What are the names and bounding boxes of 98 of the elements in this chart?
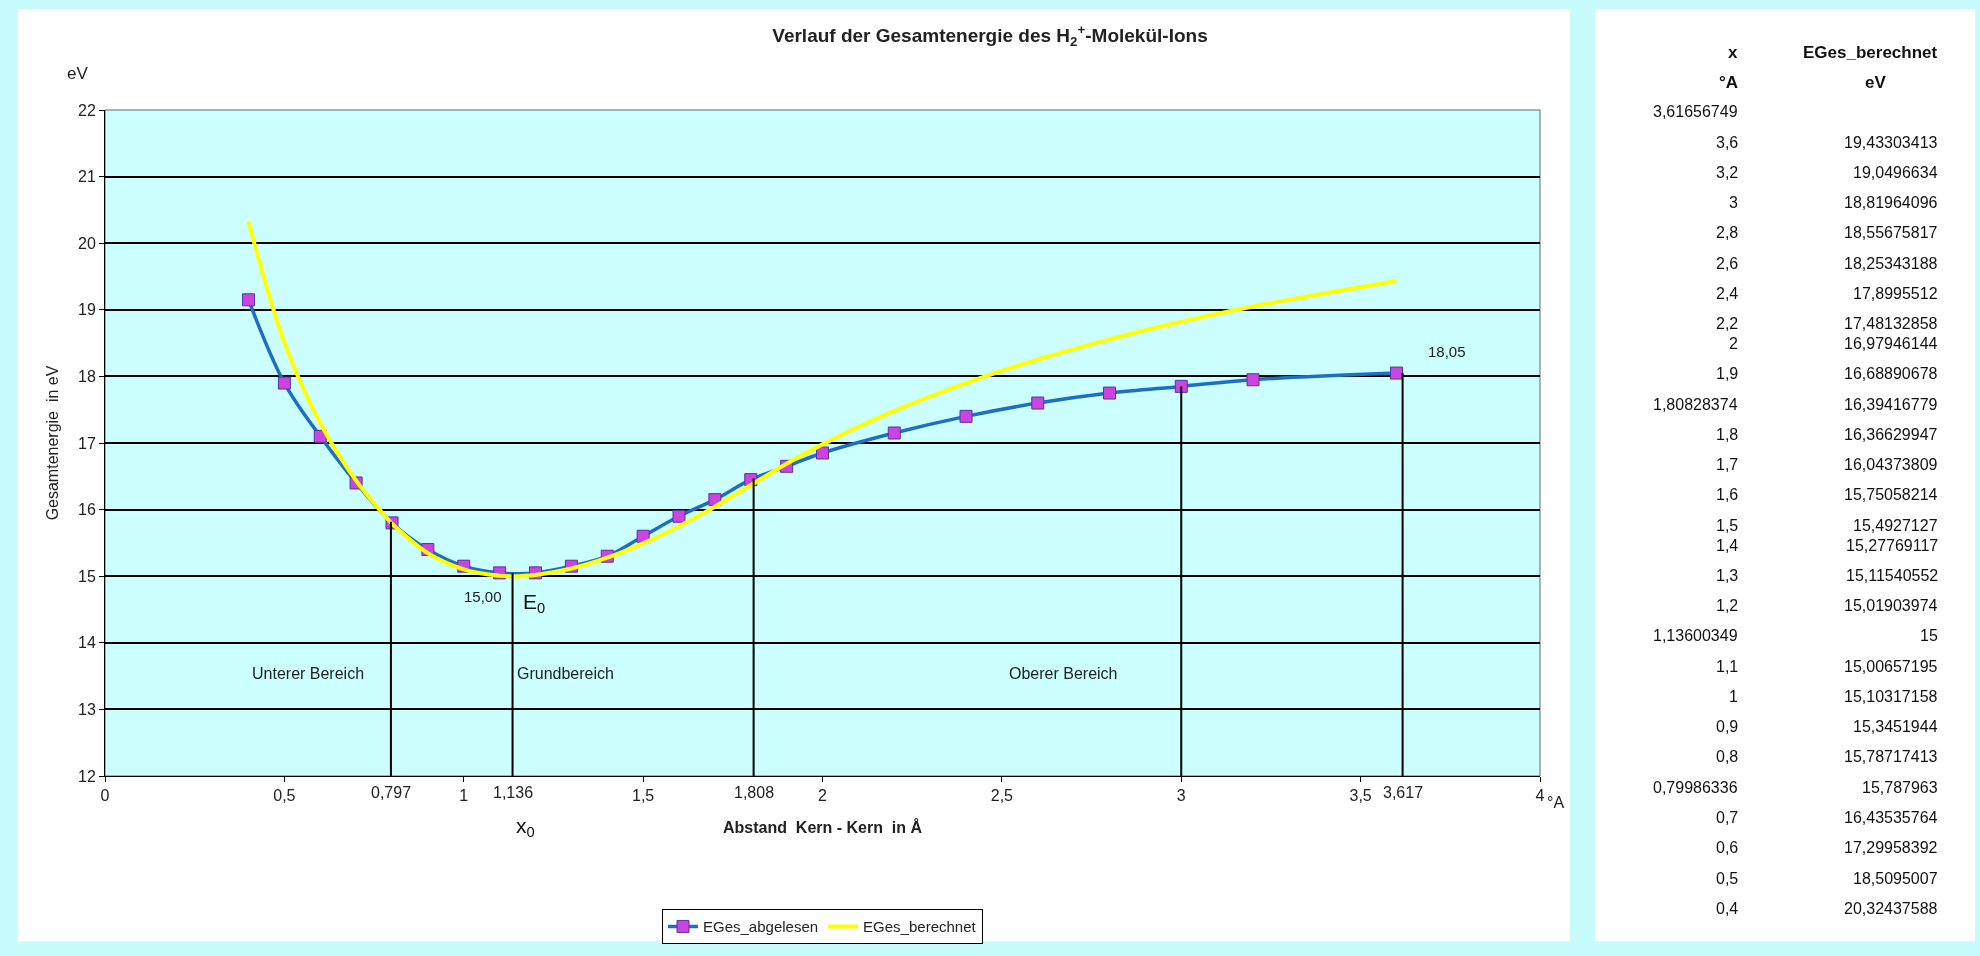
- annotation: Grundbereich: [517, 665, 614, 682]
- category-label: 1,2: [1716, 597, 1739, 614]
- category-label: 1,9: [1716, 365, 1739, 382]
- y-tick-label: 15: [78, 567, 96, 585]
- data-label: 15,00: [464, 588, 502, 605]
- text: 18,81964096: [1844, 194, 1938, 211]
- text: 15,787963: [1862, 779, 1938, 796]
- legend-label: EGes_abgelesen: [703, 918, 819, 936]
- category-label: 2,4: [1716, 285, 1739, 302]
- y-tick-label: 16: [78, 501, 96, 519]
- text: 16,68890678: [1844, 365, 1938, 382]
- text: 15: [1920, 627, 1938, 644]
- x-tick-label: 1: [459, 787, 469, 805]
- category-label: 1,13600349: [1653, 627, 1738, 644]
- category-label: 3: [1729, 194, 1738, 211]
- category-label: 2: [1729, 335, 1738, 352]
- category-label: 0,6: [1716, 839, 1739, 856]
- text: eV: [1865, 73, 1887, 92]
- text: 17,29958392: [1844, 839, 1938, 856]
- category-label: 1,8: [1716, 426, 1739, 443]
- text: EGes_berechnet: [1803, 43, 1938, 62]
- line-series: [246, 219, 1399, 579]
- category-label: 2,6: [1716, 255, 1739, 272]
- text: 15,4927127: [1853, 517, 1938, 534]
- y-tick-label: 12: [78, 767, 96, 785]
- text: 16,97946144: [1844, 335, 1938, 352]
- x-tick-label: 0: [100, 787, 110, 805]
- y-tick-label: 22: [78, 101, 96, 119]
- category-label: 0,7: [1716, 809, 1739, 826]
- category-label: 2,8: [1716, 224, 1739, 241]
- y-tick-label: 18: [78, 368, 96, 385]
- text: 17,8995512: [1853, 285, 1938, 302]
- category-label: 3,6: [1716, 134, 1739, 151]
- category-label: 1,7: [1716, 456, 1739, 473]
- ref-line-label: 1,136: [493, 784, 534, 801]
- category-label: 1,1: [1716, 658, 1739, 675]
- data-label: 18,05: [1428, 343, 1466, 360]
- text: 15,00657195: [1844, 658, 1938, 675]
- text: 16,36629947: [1844, 426, 1938, 443]
- category-label: 0,8: [1716, 748, 1739, 765]
- category-label: 1: [1729, 688, 1738, 705]
- annotation: Oberer Bereich: [1009, 665, 1118, 682]
- text: x: [1728, 43, 1738, 62]
- x-axis-title: Abstand Kern - Kern in Å: [722, 817, 923, 836]
- text: 15,01903974: [1844, 597, 1938, 614]
- x-tick-label: 3,5: [1349, 787, 1372, 805]
- category-label: 0,5: [1716, 870, 1739, 887]
- category-label: 1,3: [1716, 567, 1739, 584]
- text: 15,27769117: [1846, 537, 1939, 554]
- text: x$_{0}$: [516, 814, 535, 841]
- category-label: 1,4: [1716, 537, 1739, 554]
- text: 19,43303413: [1844, 134, 1938, 151]
- x-tick-label: 3: [1176, 787, 1186, 805]
- text: 18,25343188: [1844, 255, 1938, 272]
- y-tick-label: 14: [78, 634, 96, 652]
- category-label: 1,5: [1716, 517, 1739, 534]
- category-label: 0,9: [1716, 718, 1739, 735]
- legend-label: EGes_berechnet: [863, 918, 977, 936]
- category-label: 0,79986336: [1653, 779, 1738, 796]
- text: °A: [1547, 794, 1565, 811]
- text: 15,11540552: [1846, 567, 1939, 584]
- text: 16,39416779: [1844, 396, 1938, 413]
- text: 15,3451944: [1853, 718, 1938, 735]
- ref-line-label: 3,617: [1383, 784, 1424, 801]
- text: 15,75058214: [1844, 486, 1938, 503]
- y-tick-label: 13: [78, 701, 96, 718]
- category-label: 3,2: [1716, 164, 1739, 181]
- text: 15,78717413: [1844, 748, 1938, 765]
- annotation: Unterer Bereich: [252, 665, 365, 682]
- text: 18,5095007: [1853, 870, 1938, 887]
- y-tick-label: 20: [78, 234, 96, 252]
- x-tick-label: 0,5: [273, 787, 296, 805]
- text: eV: [67, 64, 89, 83]
- x-tick-label: 2: [818, 787, 828, 805]
- x-tick-label: 4: [1535, 787, 1545, 805]
- text: 17,48132858: [1844, 315, 1938, 332]
- y-tick-label: 19: [78, 301, 96, 319]
- y-axis-title: Gesamtenergie in eV: [43, 365, 61, 521]
- category-label: 3,61656749: [1653, 103, 1738, 120]
- category-label: 1,6: [1716, 486, 1739, 503]
- ref-line-label: 1,808: [734, 784, 775, 801]
- text: 18,55675817: [1844, 224, 1938, 241]
- category-label: 0,4: [1716, 900, 1739, 917]
- chart-title: Verlauf der Gesamtenergie des H$_{2}$$^{+}$-Molekül-Ions: [772, 22, 1208, 49]
- category-label: 1,80828374: [1653, 396, 1738, 413]
- annotation: E$_{0}$: [523, 590, 546, 617]
- text: °A: [1719, 73, 1739, 92]
- x-tick-label: 2,5: [990, 787, 1014, 805]
- y-tick-label: 17: [78, 434, 96, 452]
- text: 16,43535764: [1844, 809, 1938, 826]
- text: 19,0496634: [1853, 164, 1938, 181]
- y-tick-label: 21: [78, 168, 96, 186]
- text: 15,10317158: [1844, 688, 1938, 705]
- ref-line-label: 0,797: [371, 784, 412, 801]
- text: 20,32437588: [1844, 900, 1938, 917]
- text: 16,04373809: [1844, 456, 1938, 473]
- category-label: 2,2: [1716, 315, 1739, 332]
- x-tick-label: 1,5: [632, 787, 655, 805]
